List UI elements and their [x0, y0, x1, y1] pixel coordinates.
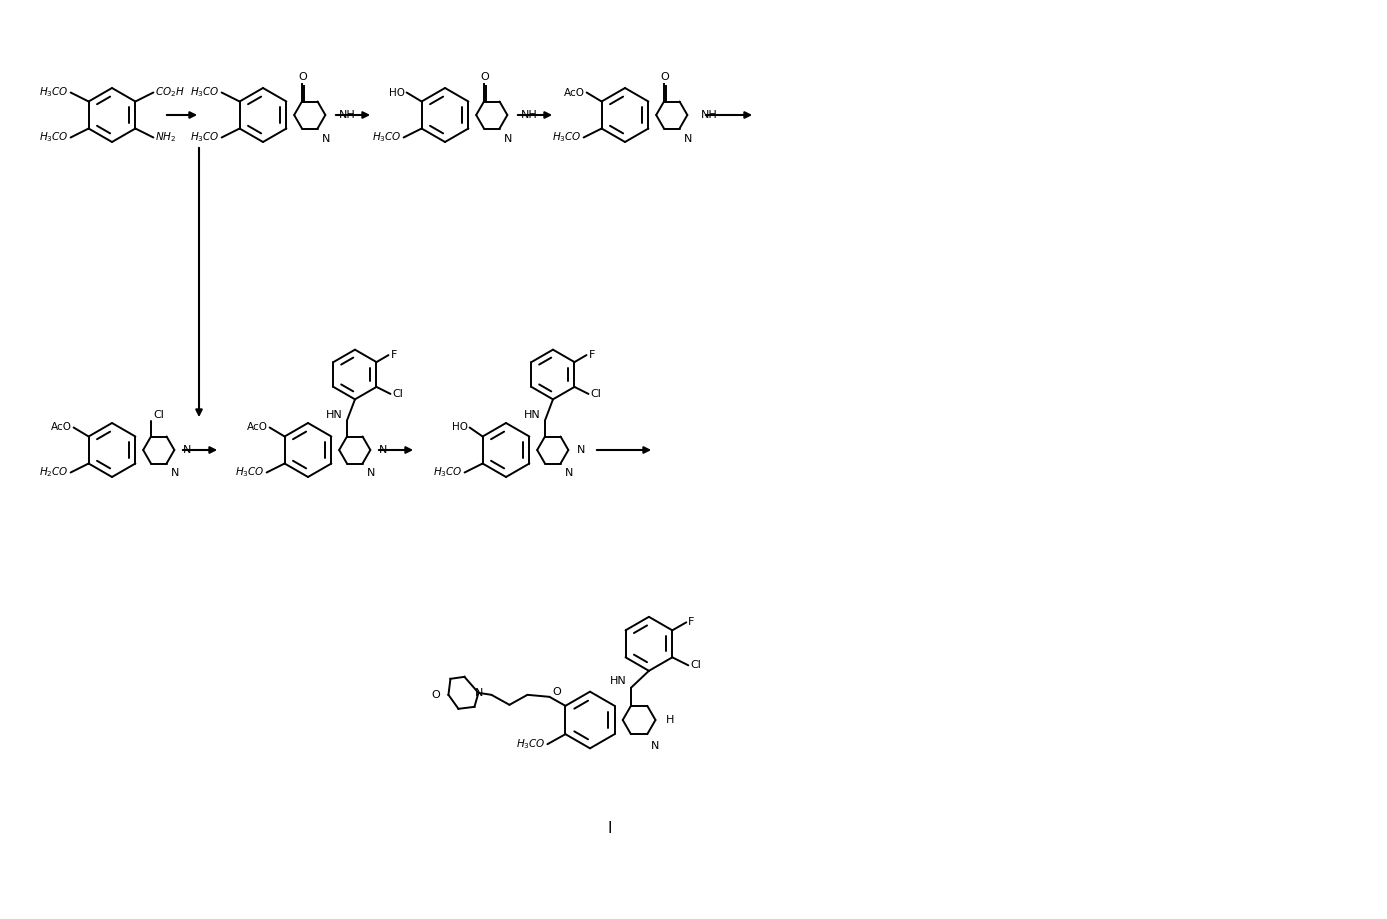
Text: $H_3CO$: $H_3CO$ [39, 85, 68, 99]
Text: F: F [391, 350, 397, 360]
Text: N: N [577, 445, 585, 455]
Text: $H_3CO$: $H_3CO$ [234, 466, 265, 480]
Text: AcO: AcO [563, 87, 584, 97]
Text: I: I [608, 821, 612, 836]
Text: H: H [666, 715, 674, 725]
Text: HO: HO [452, 423, 467, 433]
Text: N: N [171, 469, 179, 479]
Text: Cl: Cl [591, 389, 602, 399]
Text: HN: HN [326, 410, 343, 419]
Text: HO: HO [388, 87, 405, 97]
Text: AcO: AcO [50, 423, 72, 433]
Text: O: O [481, 72, 490, 82]
Text: N: N [322, 133, 330, 143]
Text: N: N [183, 445, 191, 455]
Text: F: F [688, 618, 695, 628]
Text: N: N [503, 133, 512, 143]
Text: HN: HN [610, 675, 627, 686]
Text: AcO: AcO [247, 423, 268, 433]
Text: O: O [552, 686, 562, 697]
Text: F: F [588, 350, 595, 360]
Text: O: O [431, 690, 441, 700]
Text: $H_3CO$: $H_3CO$ [39, 130, 68, 144]
Text: N: N [380, 445, 388, 455]
Text: $H_3CO$: $H_3CO$ [433, 466, 463, 480]
Text: O: O [660, 72, 670, 82]
Text: HN: HN [524, 410, 541, 419]
Text: NH: NH [522, 110, 538, 120]
Text: N: N [476, 687, 484, 698]
Text: N: N [684, 133, 692, 143]
Text: N: N [565, 469, 573, 479]
Text: Cl: Cl [153, 410, 164, 419]
Text: O: O [298, 72, 308, 82]
Text: $H_3CO$: $H_3CO$ [372, 130, 402, 144]
Text: NH: NH [702, 110, 718, 120]
Text: Cl: Cl [393, 389, 404, 399]
Text: N: N [652, 742, 660, 751]
Text: $H_3CO$: $H_3CO$ [190, 85, 219, 99]
Text: $H_3CO$: $H_3CO$ [516, 737, 545, 751]
Text: $H_3CO$: $H_3CO$ [190, 130, 219, 144]
Text: Cl: Cl [691, 661, 702, 670]
Text: $CO_2H$: $CO_2H$ [155, 85, 186, 99]
Text: $H_2CO$: $H_2CO$ [39, 466, 68, 480]
Text: $NH_2$: $NH_2$ [155, 130, 176, 144]
Text: NH: NH [340, 110, 356, 120]
Text: $H_3CO$: $H_3CO$ [552, 130, 581, 144]
Text: N: N [366, 469, 374, 479]
